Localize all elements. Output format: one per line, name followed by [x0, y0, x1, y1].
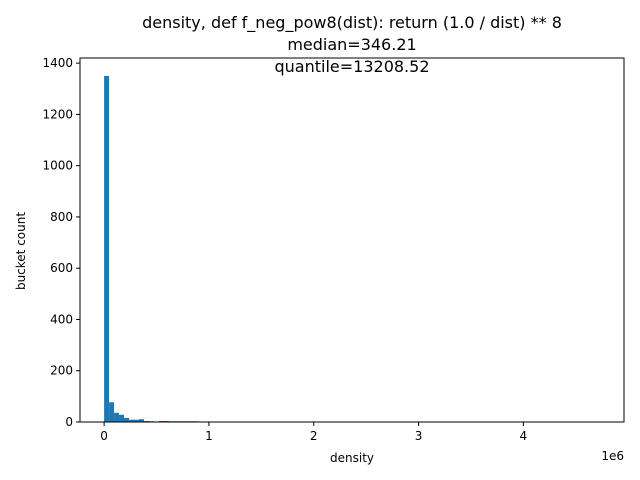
y-tick-label: 1400	[42, 56, 73, 70]
x-tick-label: 0	[100, 429, 108, 443]
histogram-bar	[158, 420, 164, 422]
x-tick-label: 4	[520, 429, 528, 443]
histogram-bar	[143, 420, 149, 422]
y-tick-label: 200	[50, 364, 73, 378]
y-tick-label: 400	[50, 312, 73, 326]
x-tick-label: 3	[415, 429, 423, 443]
y-axis-label: bucket count	[14, 212, 28, 290]
chart-subtitle-quantile: quantile=13208.52	[275, 57, 430, 76]
x-tick-label: 1	[205, 429, 213, 443]
x-axis-ticks: 0 1 2 3 4	[100, 422, 527, 443]
histogram-bars	[104, 75, 602, 422]
y-axis-ticks: 0 200 400 600 800 1000 1200 1400	[42, 56, 80, 429]
plot-frame	[79, 57, 625, 423]
histogram-bar	[129, 419, 134, 422]
y-tick-label: 1000	[42, 159, 73, 173]
x-axis-label: density	[330, 451, 374, 465]
histogram-bar	[124, 417, 130, 422]
histogram-bar	[109, 402, 115, 422]
histogram-bar	[133, 419, 139, 422]
y-tick-label: 600	[50, 261, 73, 275]
x-tick-label: 2	[310, 429, 318, 443]
y-tick-label: 1200	[42, 107, 73, 121]
histogram-bar	[119, 414, 125, 422]
histogram-bar	[104, 75, 110, 422]
histogram-bar	[163, 420, 169, 422]
y-tick-label: 0	[65, 415, 73, 429]
histogram-bar	[138, 419, 144, 422]
chart-subtitle-median: median=346.21	[287, 35, 416, 54]
x-axis-offset-label: 1e6	[601, 449, 624, 463]
histogram-bar	[114, 412, 120, 422]
chart-title: density, def f_neg_pow8(dist): return (1…	[142, 13, 562, 33]
y-tick-label: 800	[50, 210, 73, 224]
